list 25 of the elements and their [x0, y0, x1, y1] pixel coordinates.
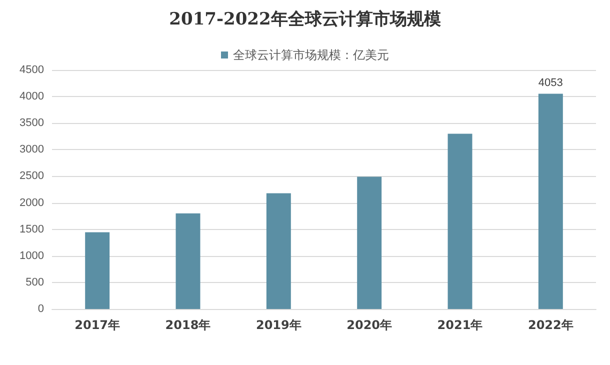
bar: [176, 213, 200, 309]
x-tick-label: 2017年: [74, 318, 120, 332]
y-tick-label: 4000: [20, 90, 44, 103]
y-tick-label: 2000: [20, 196, 44, 209]
y-tick-label: 2500: [20, 170, 44, 182]
bar: [266, 193, 291, 309]
data-label: 4053: [538, 77, 563, 90]
y-tick-label: 0: [38, 303, 44, 315]
x-tick-label: 2021年: [437, 318, 483, 332]
y-tick-label: 4500: [20, 64, 44, 76]
y-tick-label: 1500: [20, 223, 44, 236]
x-tick-label: 2020年: [346, 318, 392, 332]
y-tick-label: 3500: [20, 117, 44, 130]
x-tick-label: 2018年: [165, 318, 211, 332]
bar: [357, 176, 382, 309]
x-tick-label: 2019年: [256, 318, 302, 332]
bar: [538, 94, 563, 309]
bar: [448, 134, 472, 309]
y-tick-label: 500: [26, 276, 44, 288]
chart-title: 2017-2022年全球云计算市场规模: [169, 10, 441, 30]
bar: [85, 232, 110, 309]
y-tick-label: 3000: [20, 144, 44, 156]
legend-label: 全球云计算市场规模：亿美元: [233, 48, 389, 62]
x-tick-label: 2022年: [528, 318, 574, 332]
y-tick-label: 1000: [20, 250, 44, 262]
